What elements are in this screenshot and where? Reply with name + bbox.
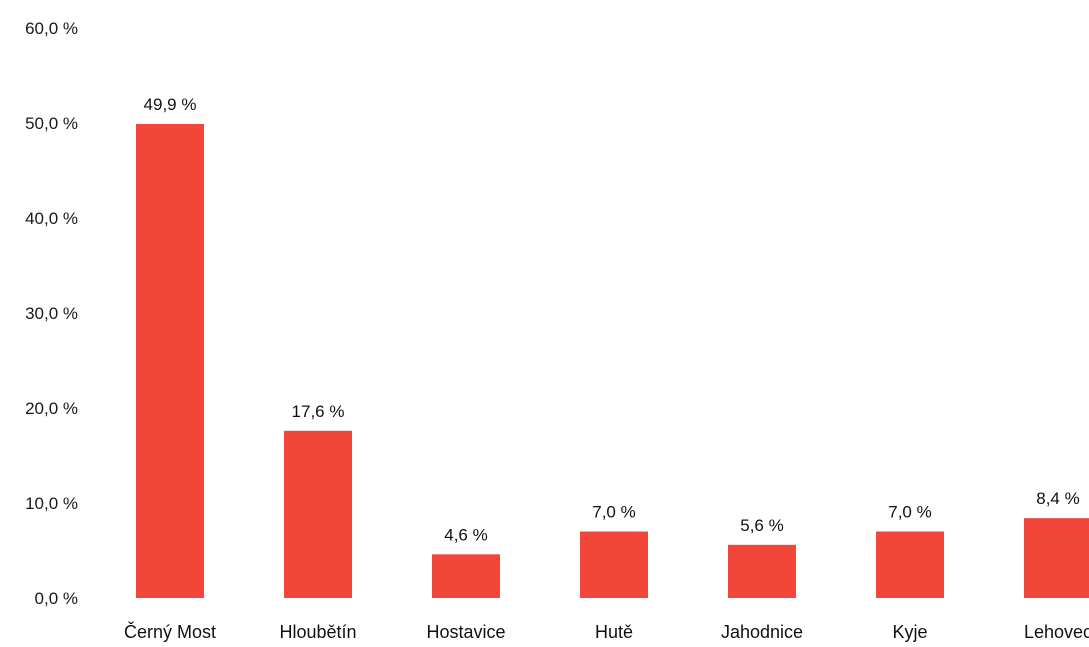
bar bbox=[580, 531, 648, 598]
y-tick-label: 20,0 % bbox=[25, 399, 78, 418]
y-tick-label: 10,0 % bbox=[25, 494, 78, 513]
category-label: Jahodnice bbox=[721, 622, 803, 642]
data-label: 5,6 % bbox=[740, 516, 783, 535]
category-label: Kyje bbox=[892, 622, 927, 642]
data-label: 17,6 % bbox=[292, 402, 345, 421]
y-tick-label: 0,0 % bbox=[35, 589, 78, 608]
y-tick-label: 30,0 % bbox=[25, 304, 78, 323]
category-label: Hloubětín bbox=[279, 622, 356, 642]
bars bbox=[136, 123, 1089, 598]
bar bbox=[876, 531, 944, 598]
bar bbox=[728, 544, 796, 598]
data-labels: 49,9 % 17,6 % 4,6 % 7,0 % 5,6 % 7,0 % 8,4 % bbox=[144, 95, 1080, 544]
bar bbox=[136, 123, 204, 598]
data-label: 49,9 % bbox=[144, 95, 197, 114]
y-tick-label: 40,0 % bbox=[25, 209, 78, 228]
bar bbox=[284, 430, 352, 598]
category-label: Černý Most bbox=[124, 621, 216, 642]
x-axis-labels: Černý Most Hloubětín Hostavice Hutě Jahodnic… bbox=[124, 621, 1089, 642]
category-label: Lehovec bbox=[1024, 622, 1089, 642]
data-label: 4,6 % bbox=[444, 525, 487, 544]
y-axis-ticks: 0,0 % 10,0 % 20,0 % 30,0 % 40,0 % 50,0 % 60,0 … bbox=[25, 19, 78, 608]
data-label: 7,0 % bbox=[888, 503, 931, 522]
category-label: Hostavice bbox=[426, 622, 505, 642]
data-label: 8,4 % bbox=[1036, 489, 1079, 508]
category-label: Hutě bbox=[595, 622, 633, 642]
y-tick-label: 50,0 % bbox=[25, 114, 78, 133]
y-tick-label: 60,0 % bbox=[25, 19, 78, 38]
bar bbox=[1024, 518, 1089, 598]
data-label: 7,0 % bbox=[592, 503, 635, 522]
bar bbox=[432, 554, 500, 598]
